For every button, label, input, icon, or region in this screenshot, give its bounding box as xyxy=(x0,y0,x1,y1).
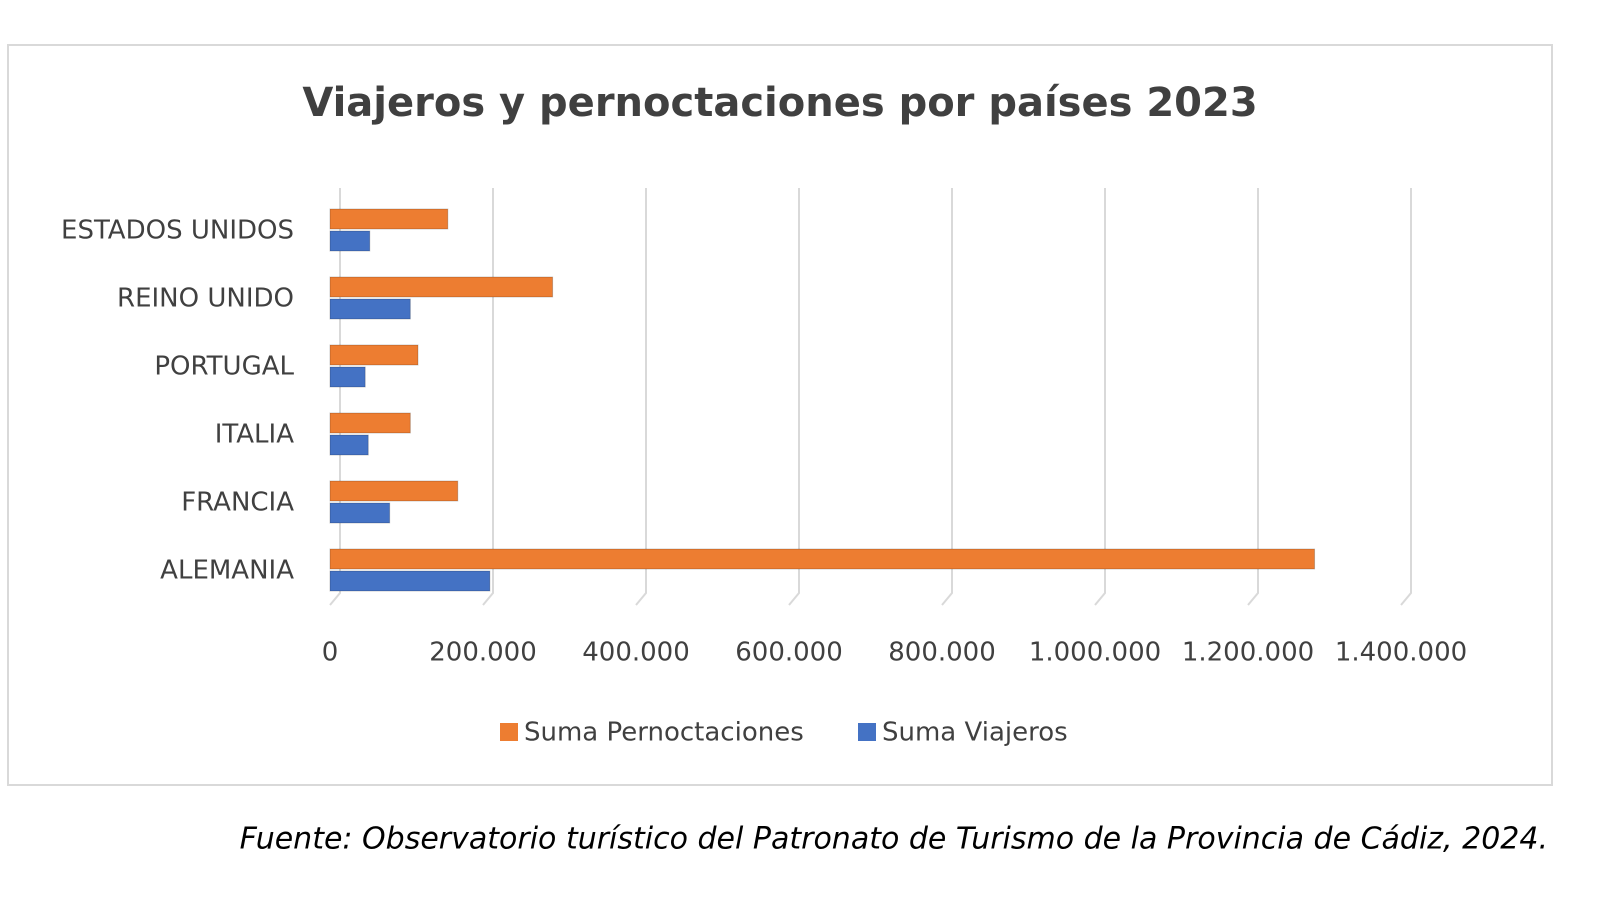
y-tick-label: FRANCIA xyxy=(181,488,294,518)
y-tick-label: PORTUGAL xyxy=(154,352,294,382)
bar xyxy=(329,230,371,252)
grid-line xyxy=(635,188,647,606)
legend-label: Suma Viajeros xyxy=(882,718,1068,748)
bar xyxy=(329,434,369,456)
x-tick-label: 800.000 xyxy=(888,638,996,668)
source-note: Fuente: Observatorio turístico del Patro… xyxy=(240,822,1548,857)
bar xyxy=(329,502,391,524)
bar xyxy=(329,208,449,230)
x-tick-label: 1.000.000 xyxy=(1029,638,1161,668)
bar xyxy=(329,548,1316,570)
bar xyxy=(329,480,459,502)
bar xyxy=(329,298,411,320)
grid-line xyxy=(329,188,341,606)
y-tick-label: REINO UNIDO xyxy=(117,284,294,314)
legend-swatch xyxy=(858,723,876,741)
legend-swatch xyxy=(500,723,518,741)
x-tick-label: 1.200.000 xyxy=(1182,638,1314,668)
chart-frame xyxy=(7,44,1553,786)
grid-line xyxy=(1400,188,1412,606)
grid-line xyxy=(482,188,494,606)
bar xyxy=(329,344,419,366)
grid-line xyxy=(1247,188,1259,606)
legend-label: Suma Pernoctaciones xyxy=(524,718,804,748)
x-tick-label: 200.000 xyxy=(429,638,537,668)
bar xyxy=(329,412,411,434)
bar xyxy=(329,276,554,298)
x-tick-label: 1.400.000 xyxy=(1335,638,1467,668)
y-tick-label: ALEMANIA xyxy=(160,556,294,586)
y-tick-label: ITALIA xyxy=(215,420,294,450)
grid-line xyxy=(941,188,953,606)
x-tick-label: 0 xyxy=(322,638,339,668)
bar xyxy=(329,570,491,592)
grid-line xyxy=(788,188,800,606)
x-tick-label: 400.000 xyxy=(582,638,690,668)
bar xyxy=(329,366,366,388)
x-tick-label: 600.000 xyxy=(735,638,843,668)
y-tick-label: ESTADOS UNIDOS xyxy=(61,216,294,246)
grid-line xyxy=(1094,188,1106,606)
chart-title: Viajeros y pernoctaciones por países 202… xyxy=(302,80,1257,126)
